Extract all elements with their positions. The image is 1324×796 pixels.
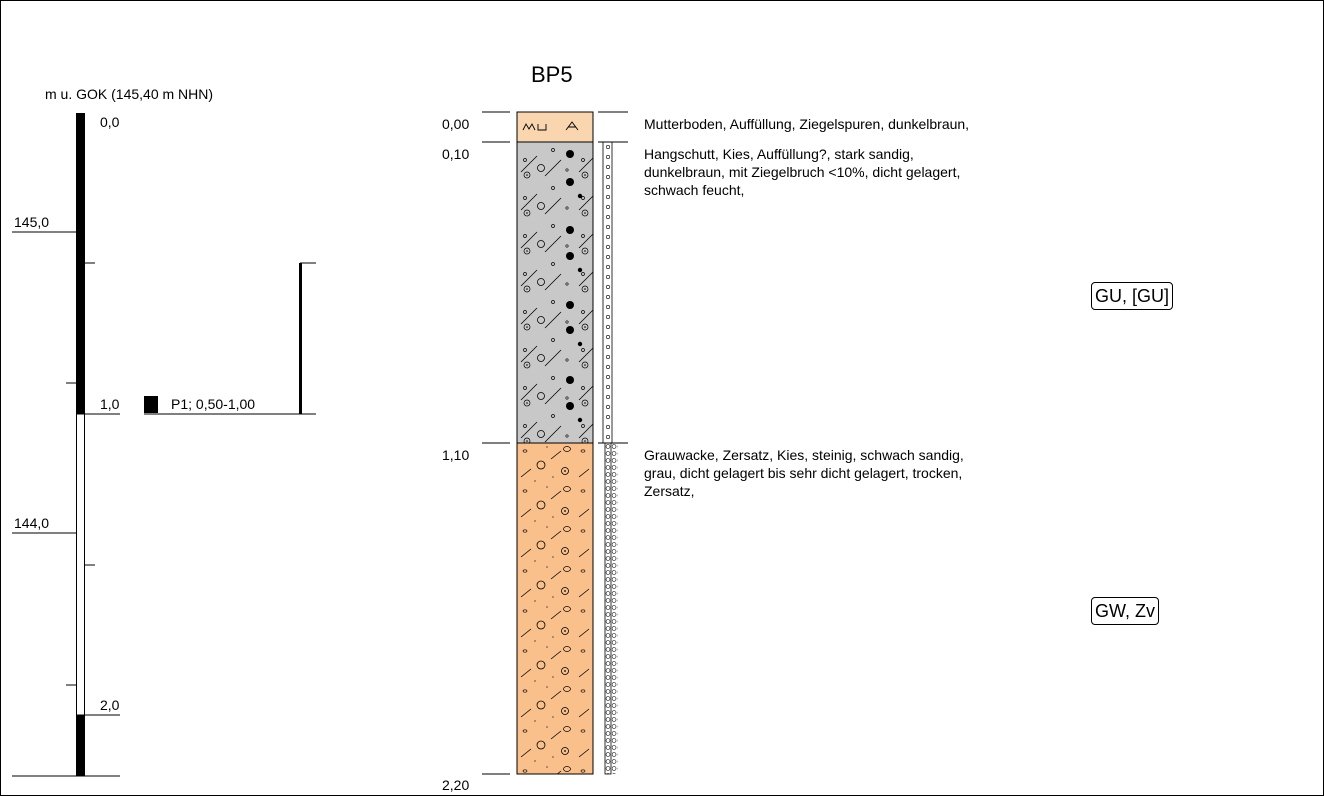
depth-scale-segment [76, 715, 85, 776]
layer-boundary-label: 2,20 [442, 777, 470, 793]
layer-topsoil [516, 111, 594, 143]
fill-symbol [565, 121, 579, 131]
depth-tick-label: 2,0 [100, 697, 120, 713]
sample-marker [144, 262, 316, 415]
depth-scale-segment [76, 413, 85, 716]
hangschutt-hatch [517, 142, 593, 443]
grauwacke-hatch [517, 443, 593, 774]
borehole-title: BP5 [531, 62, 573, 87]
elevation-tick-label: 145,0 [14, 214, 50, 230]
depth-scale-segment [76, 113, 85, 414]
elevation-tick-label: 144,0 [14, 515, 50, 531]
layer-description: Hangschutt, Kies, Auffüllung?, stark san… [644, 146, 961, 198]
soil-classification-badge: GW, Zv [1091, 597, 1159, 625]
layer-boundary-label: 1,10 [442, 447, 470, 463]
layer-boundary-label: 0,10 [442, 146, 470, 162]
depth-tick-label: 1,0 [100, 396, 120, 412]
consistency-column [602, 141, 618, 775]
layer-boundary-label: 0,00 [442, 116, 470, 132]
layer-description: Grauwacke, Zersatz, Kies, steinig, schwa… [644, 447, 964, 499]
grauwacke-outline [516, 442, 594, 775]
sample-marker-box [144, 396, 158, 413]
sample-label: P1; 0,50-1,00 [171, 396, 256, 412]
depth-scale [12, 113, 120, 777]
soil-column [516, 111, 594, 775]
sample-range-bar [299, 263, 302, 414]
soil-classification-badge: GU, [GU] [1091, 282, 1174, 310]
depth-axis-label: m u. GOK (145,40 m NHN) [45, 86, 214, 102]
depth-tick-label: 0,0 [100, 114, 120, 130]
layer-description: Mutterboden, Auffüllung, Ziegelspuren, d… [644, 116, 970, 132]
topsoil-symbol [522, 123, 547, 131]
